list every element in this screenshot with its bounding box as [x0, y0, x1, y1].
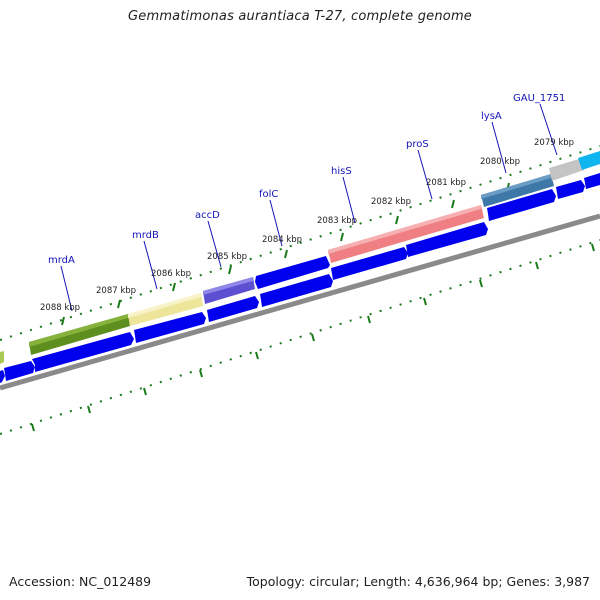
scale-label: 2084 kbp: [262, 235, 302, 245]
scale-labels: 2088 kbp 2087 kbp 2086 kbp 2085 kbp 2084…: [40, 138, 574, 313]
gene-lysA-highlight: [481, 174, 551, 199]
genome-summary: Topology: circular; Length: 4,636,964 bp…: [246, 574, 590, 589]
scale-tick-major: [284, 249, 288, 259]
gene-label-mrdB[interactable]: mrdB: [132, 230, 159, 241]
scale-tick-major: [172, 282, 176, 292]
gene-folC[interactable]: [255, 256, 330, 289]
strand-arrow: [4, 361, 35, 381]
scale-label: 2079 kbp: [534, 138, 574, 148]
gene-mrdA-highlight: [29, 314, 128, 347]
scale-label: 2088 kbp: [40, 303, 80, 313]
strand-arrow: [260, 274, 333, 307]
feature-track: [0, 151, 600, 364]
scale-tick-major: [228, 265, 232, 275]
map-title: Gemmatimonas aurantiaca T-27, complete g…: [127, 9, 473, 24]
gene-mrdB-highlight: [128, 293, 201, 318]
strand-arrows: [0, 173, 600, 383]
leader-proS: [417, 149, 433, 200]
leader-mrdB: [143, 240, 158, 290]
scale-tick-major: [117, 299, 121, 309]
scale-label: 2085 kbp: [207, 252, 247, 262]
gene-offscreen-right[interactable]: [578, 151, 600, 170]
inner-tick-major: [31, 423, 35, 432]
scale-label: 2086 kbp: [151, 269, 191, 279]
strand-arrow: [32, 332, 134, 372]
leader-lysA: [491, 121, 507, 174]
scale-tick-major: [61, 316, 65, 326]
gene-labels: mrdA mrdB accD folC hisS proS lysA GAU_1…: [48, 93, 565, 266]
gene-label-leaders: [60, 103, 558, 312]
scale-label: 2080 kbp: [480, 157, 520, 167]
strand-arrow: [406, 222, 488, 257]
gene-label-folC[interactable]: folC: [259, 189, 278, 200]
inner-tick-major: [367, 315, 371, 324]
scale-tick-major: [395, 215, 399, 225]
strand-arrow: [207, 296, 259, 322]
strand-arrow: [134, 312, 206, 343]
scale-label: 2083 kbp: [317, 216, 357, 226]
gene-label-mrdA[interactable]: mrdA: [48, 255, 75, 266]
scale-label: 2081 kbp: [426, 178, 466, 188]
strand-arrow: [584, 173, 600, 189]
scale-tick-major: [451, 199, 455, 209]
gene-hisS-highlight: [328, 205, 481, 254]
inner-tick-major: [87, 405, 91, 414]
inner-tick-major: [255, 351, 259, 360]
gene-label-lysA[interactable]: lysA: [481, 111, 502, 122]
backbone-circle: [0, 213, 600, 391]
strand-arrow: [556, 180, 585, 199]
gene-offscreen-left[interactable]: [0, 351, 4, 364]
leader-mrdA: [60, 265, 73, 312]
scale-tick-major: [340, 232, 344, 242]
inner-dotted-ring: [0, 239, 600, 435]
accession-label: Accession: NC_012489: [9, 574, 152, 589]
inner-tick-major: [143, 387, 147, 396]
strand-arrow: [487, 189, 556, 221]
strand-arrow: [0, 370, 5, 383]
gene-label-accD[interactable]: accD: [195, 210, 220, 221]
gene-accD-highlight: [203, 277, 253, 295]
gene-GAU_1751[interactable]: [549, 159, 584, 181]
inner-tick-major: [423, 297, 427, 306]
inner-tick-major: [535, 261, 539, 270]
leader-GAU_1751: [539, 103, 558, 156]
scale-label: 2087 kbp: [96, 286, 136, 296]
inner-tick-major: [591, 243, 595, 252]
outer-dotted-ring: [0, 145, 600, 341]
inner-tick-major: [199, 369, 203, 378]
strand-arrow: [331, 247, 408, 280]
gene-label-proS[interactable]: proS: [406, 139, 429, 150]
inner-tick-major: [479, 279, 483, 288]
leader-hisS: [342, 176, 356, 224]
scale-label: 2082 kbp: [371, 197, 411, 207]
inner-tick-major: [311, 333, 315, 342]
leader-folC: [269, 199, 283, 247]
gene-label-hisS[interactable]: hisS: [331, 166, 352, 177]
leader-accD: [207, 220, 222, 268]
gene-label-GAU_1751[interactable]: GAU_1751: [513, 93, 565, 104]
